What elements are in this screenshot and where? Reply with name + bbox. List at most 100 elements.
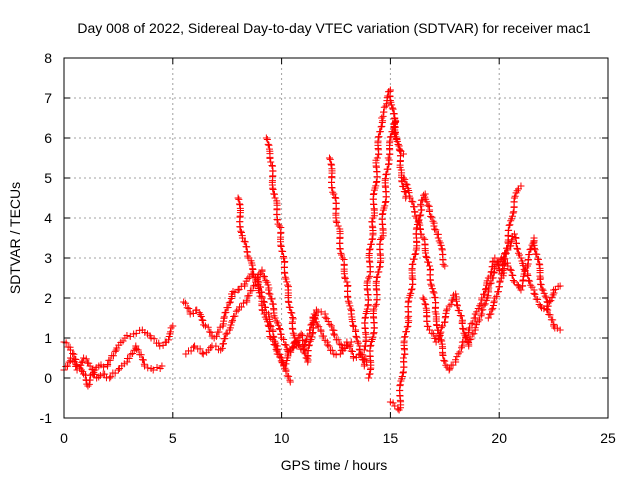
data-point: [428, 213, 436, 221]
data-point: [349, 354, 357, 362]
data-point: [305, 341, 313, 349]
data-point: [388, 104, 396, 112]
data-point: [530, 244, 538, 252]
data-point: [531, 290, 539, 298]
data-point: [227, 321, 235, 329]
data-point: [357, 351, 365, 359]
data-point: [78, 358, 86, 366]
data-point: [479, 306, 487, 314]
data-point: [438, 337, 446, 345]
data-point: [507, 237, 515, 245]
data-point: [337, 249, 345, 257]
data-point: [407, 289, 415, 297]
data-point: [440, 356, 448, 364]
data-point: [123, 331, 131, 339]
data-point: [332, 217, 340, 225]
data-point: [207, 344, 215, 352]
data-point: [465, 340, 473, 348]
series-H: [360, 86, 407, 354]
data-point: [481, 300, 489, 308]
data-point: [424, 323, 432, 331]
data-point: [106, 374, 114, 382]
data-point: [265, 289, 273, 297]
data-point: [376, 236, 384, 244]
data-point: [373, 273, 381, 281]
data-point: [277, 242, 285, 250]
data-point: [462, 334, 470, 342]
data-point: [237, 229, 245, 237]
data-point: [181, 299, 189, 307]
data-point: [404, 314, 412, 322]
data-point: [291, 334, 299, 342]
data-point: [496, 277, 504, 285]
data-point: [149, 366, 157, 374]
data-point: [547, 297, 555, 305]
data-point: [266, 154, 274, 162]
data-point: [430, 222, 438, 230]
data-point: [327, 322, 335, 330]
data-point: [534, 295, 542, 303]
data-point: [541, 292, 549, 300]
data-point: [234, 306, 242, 314]
data-point: [466, 336, 474, 344]
data-point: [311, 315, 319, 323]
data-point: [273, 216, 281, 224]
data-point: [132, 342, 140, 350]
data-point: [243, 296, 251, 304]
data-point: [334, 222, 342, 230]
data-point: [514, 245, 522, 253]
data-point: [180, 298, 188, 306]
data-point: [434, 234, 442, 242]
data-point: [475, 316, 483, 324]
data-point: [363, 305, 371, 313]
data-point: [524, 271, 532, 279]
data-point: [531, 246, 539, 254]
data-point: [346, 302, 354, 310]
data-point: [366, 342, 374, 350]
data-point: [190, 343, 198, 351]
data-point: [127, 350, 135, 358]
data-point: [107, 373, 115, 381]
data-point: [411, 212, 419, 220]
data-point: [363, 277, 371, 285]
x-axis-title: GPS time / hours: [281, 457, 388, 473]
data-point: [196, 345, 204, 353]
series-E: [234, 194, 294, 386]
data-point: [509, 271, 517, 279]
data-point: [82, 355, 90, 363]
plot-frame: [63, 57, 609, 419]
y-tick-label: 6: [44, 130, 52, 146]
data-point: [367, 240, 375, 248]
data-point: [244, 252, 252, 260]
data-point: [334, 336, 342, 344]
data-point: [423, 198, 431, 206]
data-point: [343, 338, 351, 346]
data-point: [420, 295, 428, 303]
data-point: [446, 365, 454, 373]
data-point: [101, 370, 109, 378]
data-point: [266, 321, 274, 329]
data-point: [506, 221, 514, 229]
data-point: [384, 165, 392, 173]
data-point: [221, 335, 229, 343]
data-point: [327, 160, 335, 168]
data-point: [430, 225, 438, 233]
data-point: [388, 101, 396, 109]
data-point: [279, 247, 287, 255]
data-point: [236, 223, 244, 231]
data-point: [439, 260, 447, 268]
data-point: [259, 272, 267, 280]
data-point: [88, 365, 96, 373]
data-point: [505, 221, 513, 229]
data-point: [481, 290, 489, 298]
data-point: [332, 351, 340, 359]
data-point: [220, 313, 228, 321]
data-point: [153, 363, 161, 371]
series-K: [399, 174, 525, 374]
data-point: [330, 330, 338, 338]
data-point: [215, 328, 223, 336]
data-point: [370, 190, 378, 198]
data-point: [289, 315, 297, 323]
data-point: [114, 366, 122, 374]
data-point: [460, 338, 468, 346]
